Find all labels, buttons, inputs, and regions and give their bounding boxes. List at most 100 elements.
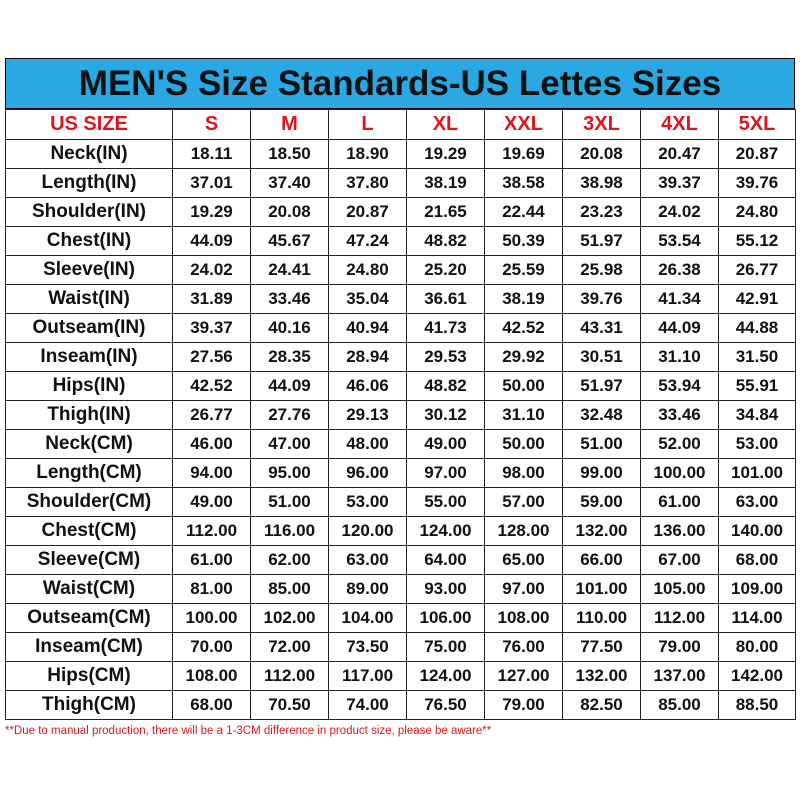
cell: 72.00	[250, 632, 329, 662]
cell: 36.61	[406, 284, 485, 314]
cell: 20.08	[250, 197, 329, 227]
cell: 61.00	[172, 545, 251, 575]
cell: 51.00	[562, 429, 641, 459]
cell: 95.00	[250, 458, 329, 488]
cell: 31.10	[484, 400, 563, 430]
row-label: Thigh(IN)	[5, 400, 173, 430]
cell: 44.09	[640, 313, 719, 343]
cell: 51.97	[562, 226, 641, 256]
cell: 97.00	[406, 458, 485, 488]
cell: 27.56	[172, 342, 251, 372]
cell: 34.84	[718, 400, 796, 430]
row-label: Inseam(IN)	[5, 342, 173, 372]
cell: 101.00	[718, 458, 796, 488]
cell: 20.87	[328, 197, 407, 227]
cell: 24.80	[328, 255, 407, 285]
cell: 40.94	[328, 313, 407, 343]
cell: 106.00	[406, 603, 485, 633]
table-row: Waist(IN) 31.89 33.46 35.04 36.61 38.19 39.76 4…	[5, 284, 796, 314]
cell: 20.47	[640, 139, 719, 169]
cell: 18.50	[250, 139, 329, 169]
cell: 132.00	[562, 661, 641, 691]
cell: 116.00	[250, 516, 329, 546]
table-body: US SIZE S M L XL XXL 3XL 4XL 5XL Neck(IN) 18.11 18.…	[5, 109, 796, 720]
column-header: S	[172, 109, 251, 140]
cell: 31.10	[640, 342, 719, 372]
table-row: Hips(CM) 108.00 112.00 117.00 124.00 127.00 13…	[5, 661, 796, 691]
table-row: Length(IN) 37.01 37.40 37.80 38.19 38.58 38.98…	[5, 168, 796, 198]
cell: 124.00	[406, 661, 485, 691]
cell: 42.91	[718, 284, 796, 314]
cell: 51.00	[250, 487, 329, 517]
table-row: Neck(IN) 18.11 18.50 18.90 19.29 19.69 20.08 20…	[5, 139, 796, 169]
cell: 30.51	[562, 342, 641, 372]
cell: 99.00	[562, 458, 641, 488]
cell: 22.44	[484, 197, 563, 227]
cell: 20.87	[718, 139, 796, 169]
cell: 20.08	[562, 139, 641, 169]
row-label: Inseam(CM)	[5, 632, 173, 662]
cell: 37.40	[250, 168, 329, 198]
table-row: Sleeve(IN) 24.02 24.41 24.80 25.20 25.59 25.98…	[5, 255, 796, 285]
cell: 24.02	[640, 197, 719, 227]
cell: 70.50	[250, 690, 329, 720]
cell: 98.00	[484, 458, 563, 488]
cell: 73.50	[328, 632, 407, 662]
cell: 85.00	[640, 690, 719, 720]
cell: 142.00	[718, 661, 796, 691]
cell: 24.80	[718, 197, 796, 227]
cell: 127.00	[484, 661, 563, 691]
cell: 96.00	[328, 458, 407, 488]
cell: 24.02	[172, 255, 251, 285]
row-label: Length(CM)	[5, 458, 173, 488]
cell: 68.00	[718, 545, 796, 575]
cell: 21.65	[406, 197, 485, 227]
cell: 51.97	[562, 371, 641, 401]
cell: 39.37	[172, 313, 251, 343]
cell: 47.00	[250, 429, 329, 459]
cell: 70.00	[172, 632, 251, 662]
cell: 32.48	[562, 400, 641, 430]
cell: 117.00	[328, 661, 407, 691]
column-header: XL	[406, 109, 485, 140]
cell: 43.31	[562, 313, 641, 343]
cell: 29.92	[484, 342, 563, 372]
cell: 39.37	[640, 168, 719, 198]
cell: 46.06	[328, 371, 407, 401]
table-row: Hips(IN) 42.52 44.09 46.06 48.82 50.00 51.97 53…	[5, 371, 796, 401]
cell: 37.01	[172, 168, 251, 198]
cell: 29.53	[406, 342, 485, 372]
footer-note: **Due to manual production, there will b…	[5, 725, 492, 737]
cell: 100.00	[640, 458, 719, 488]
row-label: Length(IN)	[5, 168, 173, 198]
cell: 23.23	[562, 197, 641, 227]
cell: 108.00	[484, 603, 563, 633]
size-table: US SIZE S M L XL XXL 3XL 4XL 5XL Neck(IN) 18.11 18.…	[5, 109, 796, 720]
cell: 66.00	[562, 545, 641, 575]
cell: 104.00	[328, 603, 407, 633]
cell: 108.00	[172, 661, 251, 691]
table-row: Inseam(IN) 27.56 28.35 28.94 29.53 29.92 30.51…	[5, 342, 796, 372]
cell: 19.29	[172, 197, 251, 227]
cell: 29.13	[328, 400, 407, 430]
cell: 40.16	[250, 313, 329, 343]
cell: 85.00	[250, 574, 329, 604]
cell: 102.00	[250, 603, 329, 633]
cell: 47.24	[328, 226, 407, 256]
cell: 112.00	[250, 661, 329, 691]
row-label: Thigh(CM)	[5, 690, 173, 720]
cell: 41.34	[640, 284, 719, 314]
cell: 42.52	[484, 313, 563, 343]
cell: 26.38	[640, 255, 719, 285]
cell: 76.00	[484, 632, 563, 662]
cell: 19.29	[406, 139, 485, 169]
cell: 81.00	[172, 574, 251, 604]
table-row: Waist(CM) 81.00 85.00 89.00 93.00 97.00 101.00…	[5, 574, 796, 604]
cell: 120.00	[328, 516, 407, 546]
cell: 136.00	[640, 516, 719, 546]
cell: 89.00	[328, 574, 407, 604]
cell: 53.94	[640, 371, 719, 401]
cell: 100.00	[172, 603, 251, 633]
cell: 79.00	[640, 632, 719, 662]
cell: 110.00	[562, 603, 641, 633]
